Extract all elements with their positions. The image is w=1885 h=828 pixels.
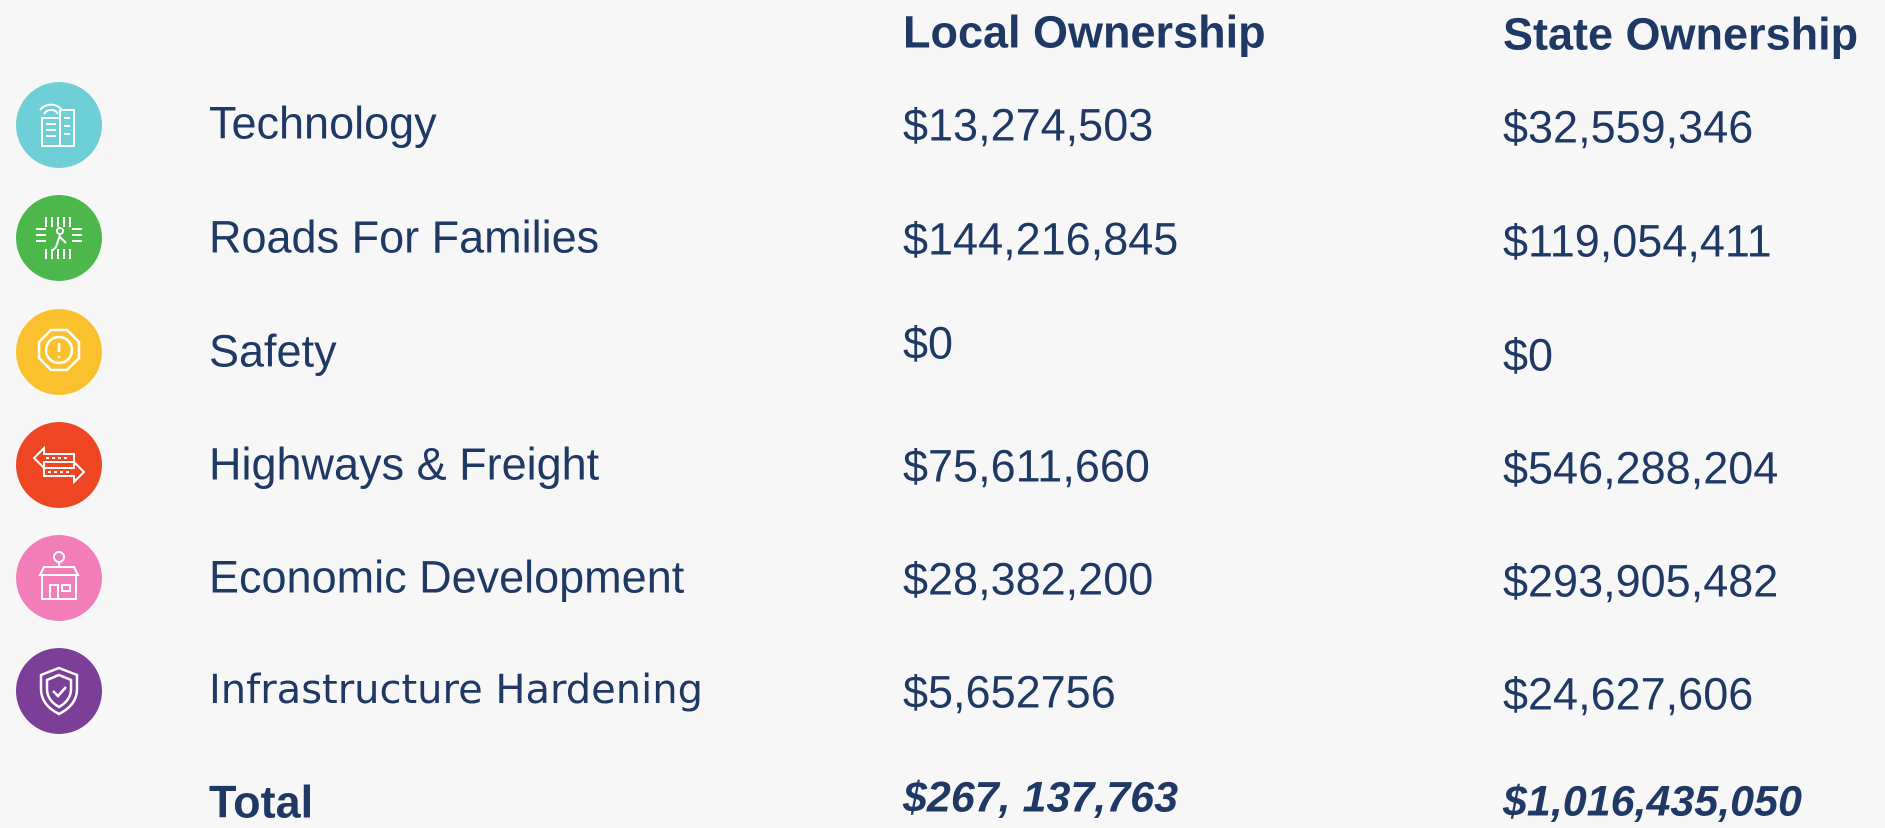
local-value: $13,274,503 (903, 99, 1154, 151)
local-value: $75,611,660 (903, 440, 1150, 492)
technology-icon (16, 82, 102, 168)
row-label: Roads For Families (209, 211, 600, 263)
row-label: Highways & Freight (209, 438, 600, 490)
column-header: Local Ownership (903, 6, 1266, 58)
column-header: State Ownership (1503, 8, 1859, 60)
total-local: $267, 137,763 (903, 773, 1178, 822)
local-value: $5,652756 (903, 666, 1116, 718)
state-value: $119,054,411 (1503, 215, 1772, 267)
row-label: Safety (209, 325, 337, 377)
local-value: $144,216,845 (903, 213, 1179, 265)
total-label: Total (209, 776, 314, 828)
state-value: $546,288,204 (1503, 442, 1779, 494)
row-label: Technology (209, 97, 437, 149)
state-value: $0 (1503, 329, 1554, 381)
roads-icon (16, 195, 102, 281)
economic-icon (16, 535, 102, 621)
local-value: $28,382,200 (903, 553, 1154, 605)
row-label: Infrastructure Hardening (209, 667, 703, 713)
state-value: $293,905,482 (1503, 555, 1779, 607)
highways-icon (16, 422, 102, 508)
total-state: $1,016,435,050 (1503, 777, 1802, 826)
hardening-icon (16, 648, 102, 734)
safety-icon (16, 309, 102, 395)
state-value: $24,627,606 (1503, 668, 1754, 720)
state-value: $32,559,346 (1503, 101, 1754, 153)
local-value: $0 (903, 317, 954, 369)
row-label: Economic Development (209, 551, 685, 603)
